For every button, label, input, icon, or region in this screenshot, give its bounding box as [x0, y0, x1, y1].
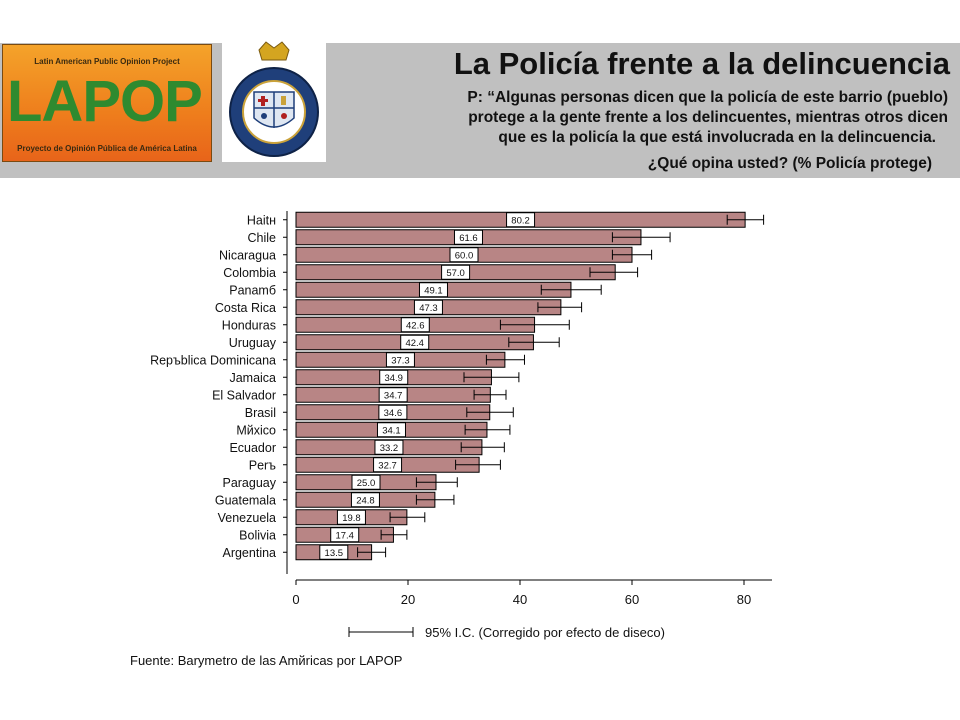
category-label: Mйxico: [236, 423, 276, 437]
value-label-box: [373, 457, 403, 473]
category-label: Nicaragua: [219, 248, 276, 262]
value-label: 80.2: [511, 215, 530, 226]
category-label: El Salvador: [212, 388, 276, 402]
source-note: Fuente: Barymetro de las Amйricas por LA…: [130, 653, 403, 668]
category-label: Honduras: [222, 318, 276, 332]
value-label-box: [400, 317, 430, 333]
value-label: 34.1: [382, 425, 401, 436]
value-label-box: [418, 282, 448, 298]
category-label: Repъblica Dominicana: [150, 353, 276, 367]
category-label: Uruguay: [229, 336, 277, 350]
lapop-logo-bottom-text: Proyecto de Opinión Pública de América L…: [17, 144, 197, 153]
x-tick-label: 20: [401, 592, 415, 607]
value-label: 19.8: [342, 513, 361, 524]
lapop-logo-top-text: Latin American Public Opinion Project: [34, 57, 180, 66]
value-label: 24.8: [356, 495, 375, 506]
page-title: La Policía frente a la delincuencia: [453, 46, 950, 81]
x-tick-label: 60: [625, 592, 639, 607]
university-seal-logo: [222, 40, 326, 162]
value-label: 32.7: [378, 460, 397, 471]
category-label: Costa Rica: [215, 301, 276, 315]
value-label: 57.0: [446, 268, 465, 279]
value-label: 42.6: [406, 320, 425, 331]
value-label-box: [449, 247, 479, 263]
question-line: que es la policía la que está involucrad…: [498, 129, 936, 146]
category-label: Haitн: [247, 213, 276, 227]
value-label: 25.0: [357, 478, 376, 489]
value-label-box: [336, 509, 366, 525]
x-tick-label: 80: [737, 592, 751, 607]
value-label-box: [400, 334, 430, 350]
value-label: 37.3: [391, 355, 410, 366]
value-label: 17.4: [335, 530, 354, 541]
value-label-box: [330, 527, 360, 543]
value-label: 13.5: [325, 548, 344, 559]
category-label: Brasil: [245, 406, 276, 420]
question-line: protege a la gente frente a los delincue…: [468, 109, 948, 126]
x-tick-label: 0: [292, 592, 299, 607]
value-label: 34.9: [384, 373, 403, 384]
category-label: Venezuela: [218, 511, 276, 525]
value-label-box: [385, 352, 415, 368]
value-label-box: [351, 474, 381, 490]
category-label: Perъ: [249, 458, 276, 472]
value-label-box: [379, 369, 409, 385]
category-label: Argentina: [222, 546, 276, 560]
value-label: 42.4: [405, 338, 424, 349]
value-label-box: [376, 422, 406, 438]
category-label: Ecuador: [229, 441, 276, 455]
survey-question: P: “Algunas personas dicen que la policí…: [340, 88, 948, 174]
value-label: 33.2: [380, 443, 399, 454]
category-label: Jamaica: [229, 371, 276, 385]
category-label: Colombia: [223, 266, 276, 280]
value-label-box: [319, 544, 349, 560]
category-label: Chile: [248, 231, 277, 245]
value-label-box: [441, 264, 471, 280]
value-label-box: [378, 387, 408, 403]
value-label: 34.7: [384, 390, 403, 401]
value-label: 60.0: [455, 250, 474, 261]
value-label-box: [413, 299, 443, 315]
x-tick-label: 40: [513, 592, 527, 607]
value-label: 47.3: [419, 303, 438, 314]
value-label: 49.1: [424, 285, 443, 296]
question-line: ¿Qué opina usted? (% Policía protege): [647, 155, 932, 172]
category-label: Paraguay: [222, 476, 276, 490]
value-label: 61.6: [459, 233, 478, 244]
value-label-box: [374, 439, 404, 455]
value-label-box: [378, 404, 408, 420]
question-line: P: “Algunas personas dicen que la policí…: [467, 89, 948, 106]
category-label: Bolivia: [239, 528, 276, 542]
lapop-logo-word: LAPOP: [7, 69, 203, 134]
value-label: 34.6: [384, 408, 403, 419]
value-label-box: [350, 492, 380, 508]
category-label: Guatemala: [215, 493, 276, 507]
lapop-logo: Latin American Public Opinion Project LA…: [2, 44, 212, 162]
legend-label: 95% I.C. (Corregido por efecto de diseсo…: [425, 625, 665, 640]
value-label-box: [506, 212, 536, 228]
category-label: Panamб: [229, 283, 276, 297]
value-label-box: [453, 229, 483, 245]
